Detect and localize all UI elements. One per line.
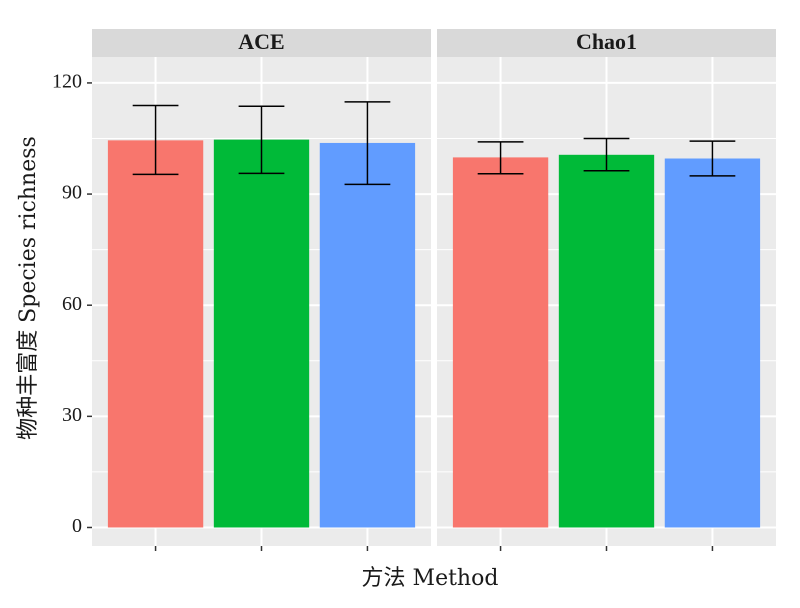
facet-strip bbox=[92, 29, 431, 57]
bar bbox=[664, 158, 761, 528]
facet-title: ACE bbox=[238, 29, 284, 54]
bar bbox=[558, 154, 655, 528]
bar bbox=[319, 142, 416, 528]
y-tick-label: 60 bbox=[62, 293, 82, 315]
facet-strip bbox=[437, 29, 776, 57]
bar bbox=[452, 157, 549, 528]
bar bbox=[107, 140, 204, 528]
facet-title: Chao1 bbox=[576, 29, 637, 54]
y-tick-label: 0 bbox=[72, 515, 82, 537]
y-tick-label: 120 bbox=[52, 71, 82, 93]
bar bbox=[213, 139, 310, 528]
y-tick-label: 90 bbox=[62, 182, 82, 204]
x-axis-title: 方法 Method bbox=[362, 566, 499, 591]
y-axis-title: 物种丰富度 Species richness bbox=[16, 136, 41, 440]
y-tick-label: 30 bbox=[62, 404, 82, 426]
